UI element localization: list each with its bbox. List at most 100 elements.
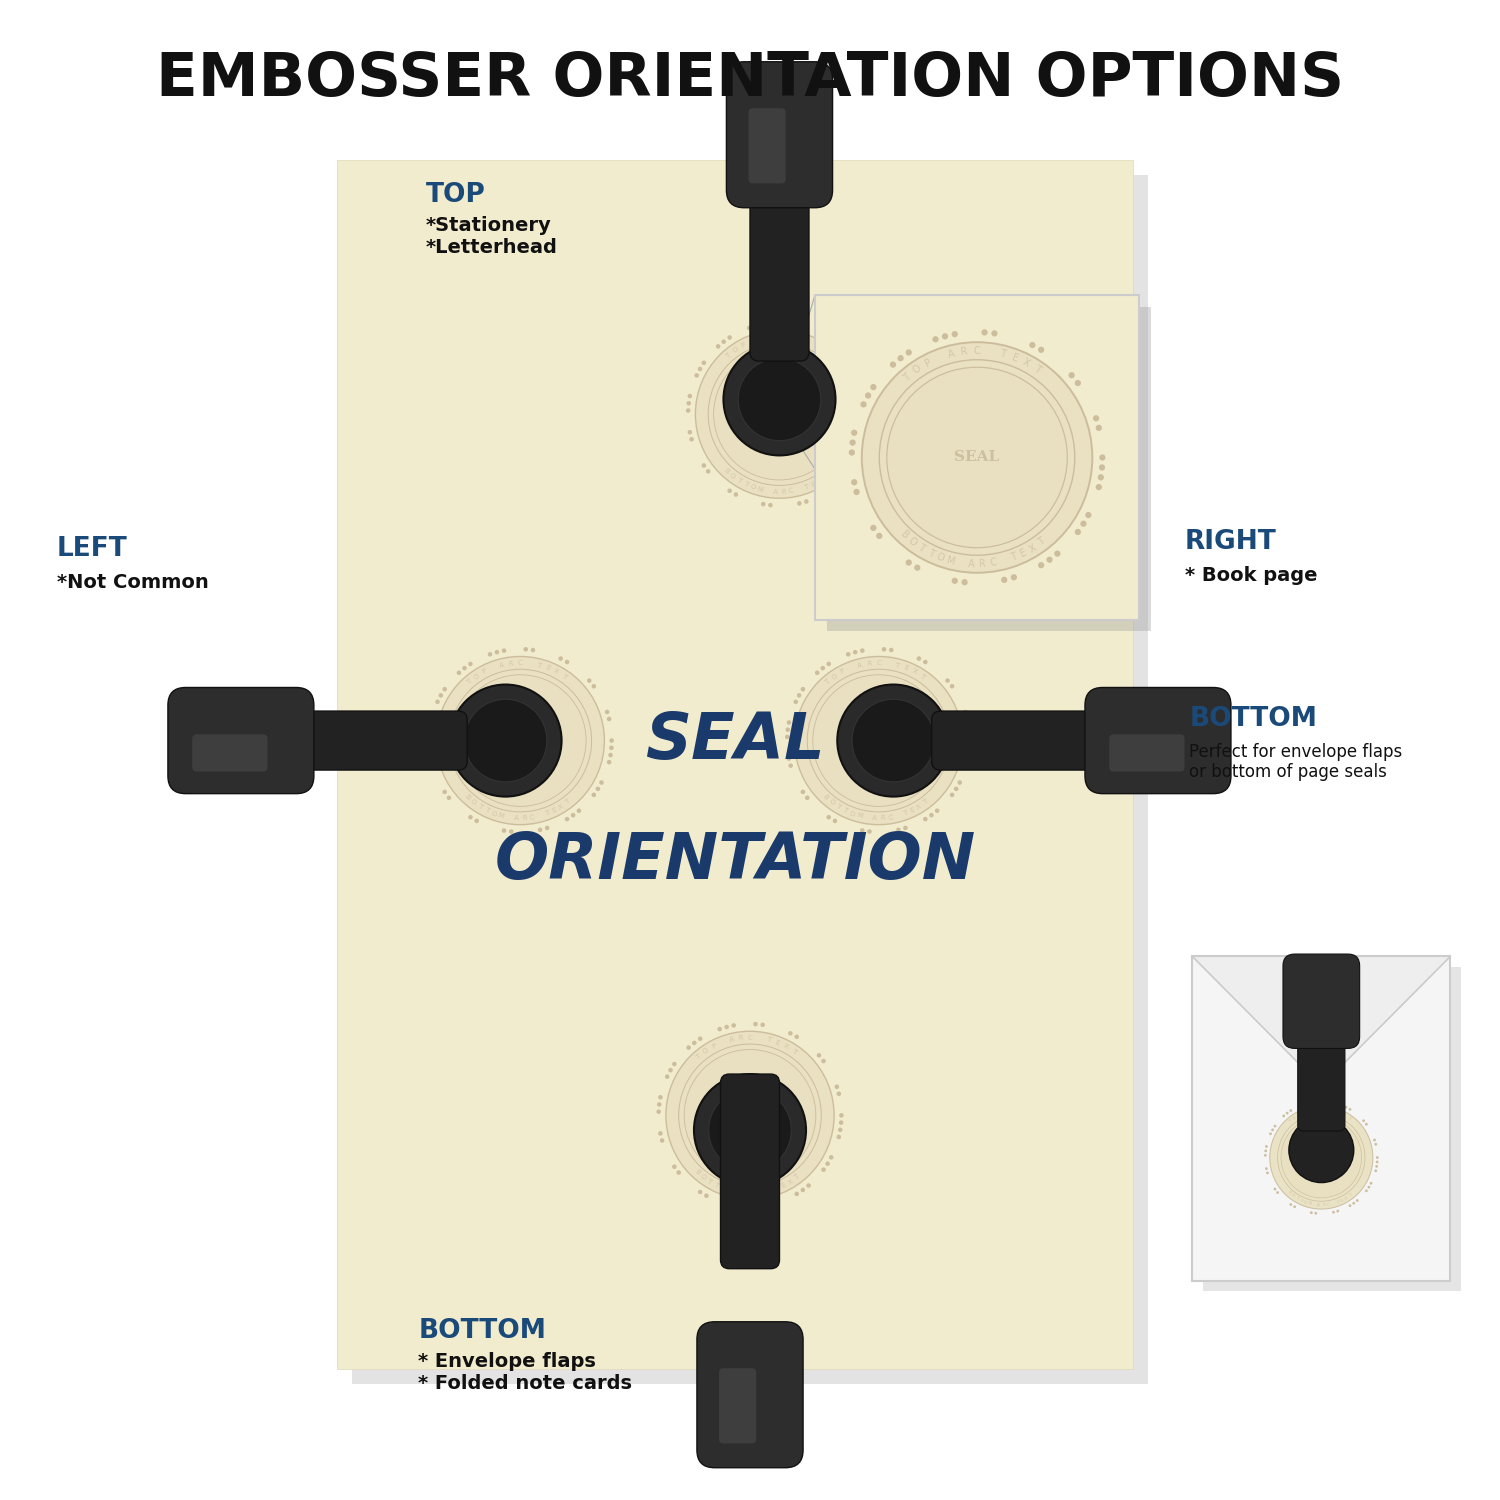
Circle shape	[934, 808, 939, 813]
Text: M: M	[855, 812, 862, 819]
Circle shape	[964, 717, 969, 722]
Circle shape	[1376, 1166, 1378, 1168]
Text: C: C	[888, 815, 892, 821]
Circle shape	[850, 429, 858, 436]
Text: M: M	[498, 812, 504, 819]
Circle shape	[846, 352, 850, 357]
Circle shape	[668, 1068, 674, 1072]
Circle shape	[598, 780, 604, 784]
Circle shape	[922, 660, 927, 664]
Text: T: T	[794, 1173, 801, 1180]
Text: R: R	[752, 1190, 756, 1196]
Circle shape	[837, 1092, 842, 1096]
Circle shape	[796, 693, 801, 698]
Circle shape	[1281, 1118, 1362, 1198]
Circle shape	[796, 501, 801, 506]
Circle shape	[868, 413, 873, 417]
Circle shape	[426, 735, 430, 740]
Circle shape	[684, 1050, 816, 1180]
Text: T: T	[706, 1178, 712, 1185]
Circle shape	[1374, 1170, 1377, 1172]
Circle shape	[1288, 1118, 1354, 1182]
Circle shape	[903, 825, 908, 830]
Text: C: C	[518, 660, 522, 666]
Text: BOTTOM: BOTTOM	[1190, 706, 1317, 732]
Circle shape	[698, 1190, 702, 1194]
Circle shape	[468, 815, 472, 819]
Circle shape	[957, 780, 962, 784]
Circle shape	[1054, 550, 1060, 556]
Text: X: X	[1341, 1113, 1346, 1118]
Circle shape	[1372, 1138, 1376, 1142]
FancyBboxPatch shape	[352, 176, 1148, 1384]
Circle shape	[465, 699, 548, 782]
Circle shape	[576, 808, 580, 813]
Circle shape	[1068, 372, 1076, 378]
Circle shape	[687, 1046, 692, 1050]
Circle shape	[836, 482, 840, 486]
Text: O: O	[472, 672, 480, 681]
Circle shape	[951, 578, 958, 584]
Text: T: T	[712, 1182, 720, 1190]
Text: C: C	[777, 333, 782, 339]
Text: R: R	[978, 558, 986, 568]
Circle shape	[558, 657, 562, 662]
Circle shape	[429, 720, 433, 724]
Text: T: T	[694, 1053, 702, 1060]
Circle shape	[850, 478, 858, 486]
Circle shape	[658, 1095, 663, 1100]
Circle shape	[760, 1023, 765, 1028]
Text: A: A	[744, 1190, 748, 1196]
Text: O: O	[906, 536, 918, 549]
Circle shape	[928, 813, 933, 818]
Text: R: R	[880, 815, 885, 822]
Circle shape	[1370, 1182, 1372, 1185]
Text: E: E	[1019, 548, 1029, 560]
Text: A: A	[500, 662, 506, 669]
Circle shape	[795, 657, 963, 825]
Circle shape	[827, 815, 831, 819]
Circle shape	[890, 362, 896, 368]
Circle shape	[732, 1203, 736, 1208]
Text: E: E	[810, 480, 816, 488]
Circle shape	[821, 666, 825, 670]
Circle shape	[833, 819, 837, 824]
Circle shape	[859, 828, 864, 833]
Text: T: T	[999, 348, 1006, 360]
Circle shape	[468, 662, 472, 666]
Text: T: T	[922, 798, 928, 806]
Text: T: T	[1287, 1119, 1292, 1124]
Circle shape	[723, 344, 836, 456]
Circle shape	[768, 1203, 772, 1208]
Circle shape	[818, 330, 822, 334]
Circle shape	[886, 368, 1068, 548]
Circle shape	[914, 564, 921, 572]
Text: A: A	[514, 815, 519, 822]
Circle shape	[454, 675, 586, 807]
Text: R: R	[509, 660, 513, 666]
Circle shape	[427, 728, 432, 732]
Circle shape	[702, 360, 706, 364]
Circle shape	[608, 717, 612, 722]
Text: T: T	[902, 372, 912, 382]
Circle shape	[714, 348, 846, 480]
Circle shape	[824, 490, 828, 495]
Circle shape	[858, 454, 862, 459]
Text: C: C	[530, 815, 534, 821]
Circle shape	[951, 332, 958, 338]
Text: R: R	[1322, 1203, 1324, 1208]
Circle shape	[830, 486, 834, 490]
Text: *Not Common: *Not Common	[57, 573, 208, 592]
Circle shape	[837, 1134, 842, 1138]
Circle shape	[1290, 1108, 1292, 1112]
Circle shape	[1274, 1188, 1276, 1191]
Circle shape	[1095, 424, 1102, 430]
Circle shape	[429, 756, 433, 760]
Text: C: C	[988, 558, 998, 568]
Circle shape	[821, 1167, 827, 1172]
Text: C: C	[789, 488, 794, 495]
Circle shape	[1376, 1161, 1378, 1164]
Circle shape	[1094, 416, 1100, 422]
Circle shape	[1328, 1101, 1330, 1104]
Circle shape	[657, 1102, 662, 1107]
